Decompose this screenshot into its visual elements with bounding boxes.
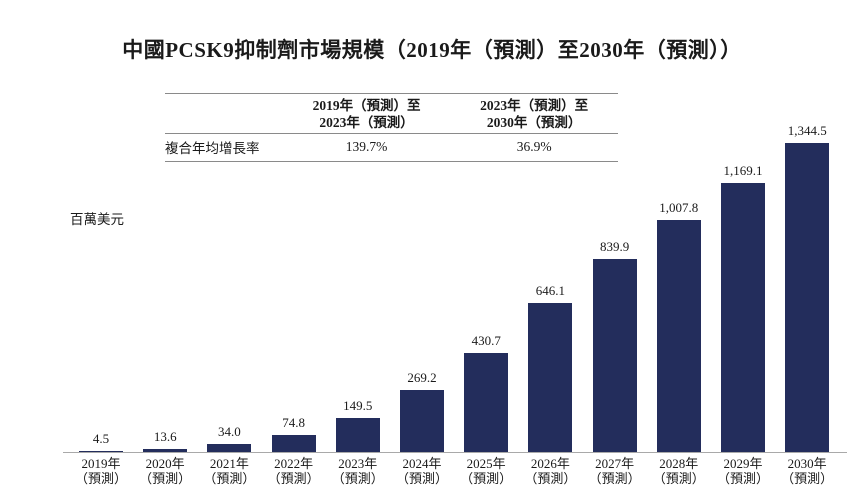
x-axis-label: 2022年 （預測） (258, 456, 330, 486)
x-axis-label: 2019年 （預測） (65, 456, 137, 486)
x-axis-label-forecast: （預測） (395, 471, 448, 486)
x-axis-label-forecast: （預測） (139, 471, 192, 486)
x-axis-label-year: 2020年 (145, 456, 185, 471)
x-axis-label-forecast: （預測） (203, 471, 256, 486)
bar (464, 352, 509, 452)
bar (785, 142, 830, 452)
bar-value-label: 1,344.5 (787, 122, 827, 138)
page-title: 中國PCSK9抑制劑市場規模（2019年（預測）至2030年（預測）） (122, 38, 742, 62)
x-axis-label-forecast: （預測） (331, 471, 384, 486)
x-axis-label-forecast: （預測） (460, 471, 513, 486)
x-axis-label: 2020年 （預測） (129, 456, 201, 486)
bar (656, 220, 701, 452)
bar (335, 417, 380, 452)
x-axis-label: 2026年 （預測） (514, 456, 586, 486)
x-axis-label: 2023年 （預測） (322, 456, 394, 486)
bar-value-label: 839.9 (599, 238, 630, 254)
x-axis-label-forecast: （預測） (267, 471, 320, 486)
x-axis-label-forecast: （預測） (652, 471, 705, 486)
y-axis-unit-label: 百萬美元 (70, 212, 124, 227)
bar (528, 303, 573, 452)
bar-value-label: 269.2 (407, 370, 437, 386)
x-axis-label-year: 2029年 (723, 456, 763, 471)
cagr-value-period-1: 139.7% (345, 139, 388, 154)
bar-value-label: 34.0 (218, 424, 241, 440)
table-header-row: 2019年（預測）至 2023年（預測） 2023年（預測）至 2030年（預測… (165, 94, 618, 133)
x-axis-label-year: 2024年 (402, 456, 442, 471)
cagr-row-label: 複合年均增長率 (165, 141, 260, 156)
x-axis-label: 2021年 （預測） (193, 456, 265, 486)
table-header-period-1-line2: 2023年（預測） (319, 115, 414, 130)
x-axis-label: 2029年 （預測） (707, 456, 779, 486)
x-axis-label-year: 2023年 (338, 456, 378, 471)
x-axis-line (63, 452, 847, 453)
bar (721, 183, 765, 452)
table-cagr-row: 複合年均增長率 139.7% 36.9% (165, 134, 618, 161)
x-axis-label: 2028年 （預測） (643, 456, 715, 486)
x-axis-label-year: 2030年 (787, 456, 827, 471)
x-axis-label-year: 2028年 (659, 456, 699, 471)
x-axis-label-forecast: （預測） (74, 471, 127, 486)
bar-chart: 百萬美元 4.5 2019年 （預測） 13.6 2020年 （預測） 34.0 2021年（… (63, 123, 847, 486)
bar (79, 450, 123, 452)
table-header-period-2-line1: 2023年（預測）至 (480, 98, 589, 113)
bar-value-label: 74.8 (282, 414, 305, 430)
table-header-period-2-line2: 2030年（預測） (486, 115, 582, 130)
x-axis-label-year: 2027年 (595, 456, 635, 471)
bar-value-label: 4.5 (92, 430, 110, 446)
x-axis-label-forecast: （預測） (588, 471, 641, 486)
bar-value-label: 13.6 (153, 428, 177, 444)
cagr-value-period-2: 36.9% (516, 139, 552, 154)
bar (400, 390, 444, 452)
bar-value-label: 1,169.1 (723, 163, 763, 179)
table-rule-top (165, 93, 618, 94)
table-header-period-1: 2019年（預測）至 2023年（預測） (283, 97, 451, 131)
bar (143, 448, 188, 452)
x-axis-label: 2027年 （預測） (579, 456, 651, 486)
table-rule-middle (165, 133, 618, 134)
x-axis-label: 2024年 （預測） (386, 456, 458, 486)
x-axis-label-year: 2019年 (81, 456, 121, 471)
x-axis-label: 2030年 （預測） (771, 456, 843, 486)
table-header-period-1-line1: 2019年（預測）至 (312, 98, 421, 113)
table-header-period-2: 2023年（預測）至 2030年（預測） (450, 97, 618, 131)
x-axis-label-year: 2026年 (530, 456, 570, 471)
x-axis-label: 2025年 （預測） (450, 456, 522, 486)
x-axis-label-forecast: （預測） (716, 471, 769, 486)
x-axis-label-year: 2025年 (466, 456, 506, 471)
bar-value-label: 149.5 (343, 397, 373, 413)
bar (207, 444, 252, 452)
x-axis-label-forecast: （預測） (524, 471, 577, 486)
bar-value-label: 646.1 (535, 283, 566, 299)
x-axis-label-forecast: （預測） (781, 471, 834, 486)
x-axis-label-year: 2021年 (209, 456, 249, 471)
bar-value-label: 1,007.8 (659, 200, 699, 216)
bar (271, 434, 316, 452)
x-axis-label-year: 2022年 (274, 456, 314, 471)
bar (592, 258, 637, 452)
bar-value-label: 430.7 (471, 332, 501, 348)
cagr-table: 2019年（預測）至 2023年（預測） 2023年（預測）至 2030年（預測… (165, 93, 618, 162)
table-rule-bottom (165, 161, 618, 162)
